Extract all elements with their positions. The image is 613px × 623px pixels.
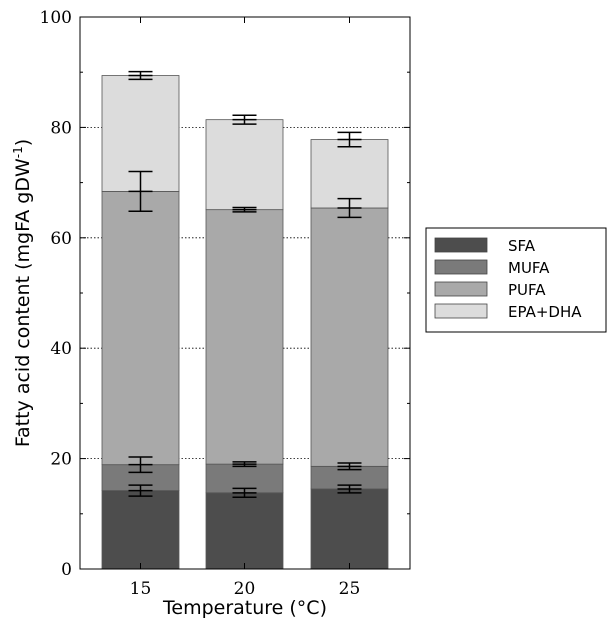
legend-swatch-sfa <box>434 237 488 253</box>
error-bar-pufa-20 <box>232 206 257 213</box>
legend-label-sfa: SFA <box>508 237 536 255</box>
error-bar-epa-dha-20 <box>232 114 257 125</box>
bar-pufa-20 <box>205 209 284 465</box>
y-tick-label-100: 100 <box>40 8 72 28</box>
legend-swatch-epa-dha <box>434 303 488 319</box>
x-tick-label-25: 25 <box>339 579 361 599</box>
y-axis-title-superscript: -1 <box>11 146 25 158</box>
error-bar-mufa-15 <box>128 456 153 474</box>
error-bar-pufa-15 <box>128 170 153 213</box>
error-bar-epa-dha-15 <box>128 70 153 81</box>
bar-sfa-25 <box>310 488 389 570</box>
bar-pufa-25 <box>310 207 389 467</box>
y-tick-label-60: 60 <box>50 229 72 249</box>
y-axis-title-main: Fatty acid content (mgFA gDW <box>12 158 34 447</box>
bar-epa-dha-20 <box>205 119 284 211</box>
y-axis-title: Fatty acid content (mgFA gDW-1) <box>11 139 34 447</box>
error-bar-mufa-25 <box>337 462 362 471</box>
y-tick-label-80: 80 <box>50 118 72 138</box>
x-axis-title: Temperature (°C) <box>162 597 327 619</box>
x-tick-label-15: 15 <box>130 579 152 599</box>
y-tick-label-40: 40 <box>50 339 72 359</box>
y-tick-label-0: 0 <box>61 560 72 580</box>
legend-label-mufa: MUFA <box>508 259 550 277</box>
legend-label-epa-dha: EPA+DHA <box>508 303 582 321</box>
bars <box>101 75 389 570</box>
error-bar-sfa-20 <box>232 487 257 498</box>
error-bar-epa-dha-25 <box>337 131 362 148</box>
bar-epa-dha-25 <box>310 139 389 209</box>
bar-sfa-15 <box>101 490 180 570</box>
error-bar-sfa-25 <box>337 484 362 494</box>
error-bar-mufa-20 <box>232 461 257 468</box>
legend-swatch-mufa <box>434 259 488 275</box>
error-bar-pufa-25 <box>337 197 362 219</box>
legend-swatch-pufa <box>434 281 488 297</box>
axis-ticks: 0 20 40 60 80 100 15 20 25 <box>40 8 410 599</box>
legend: SFA MUFA PUFA EPA+DHA <box>425 227 607 333</box>
legend-label-pufa: PUFA <box>508 281 546 299</box>
bar-sfa-20 <box>205 492 284 570</box>
bar-pufa-15 <box>101 191 180 466</box>
x-tick-label-20: 20 <box>234 579 256 599</box>
y-tick-label-20: 20 <box>50 450 72 470</box>
error-bar-sfa-15 <box>128 484 153 497</box>
y-axis-title-end: ) <box>12 139 34 146</box>
error-bars <box>128 70 362 498</box>
